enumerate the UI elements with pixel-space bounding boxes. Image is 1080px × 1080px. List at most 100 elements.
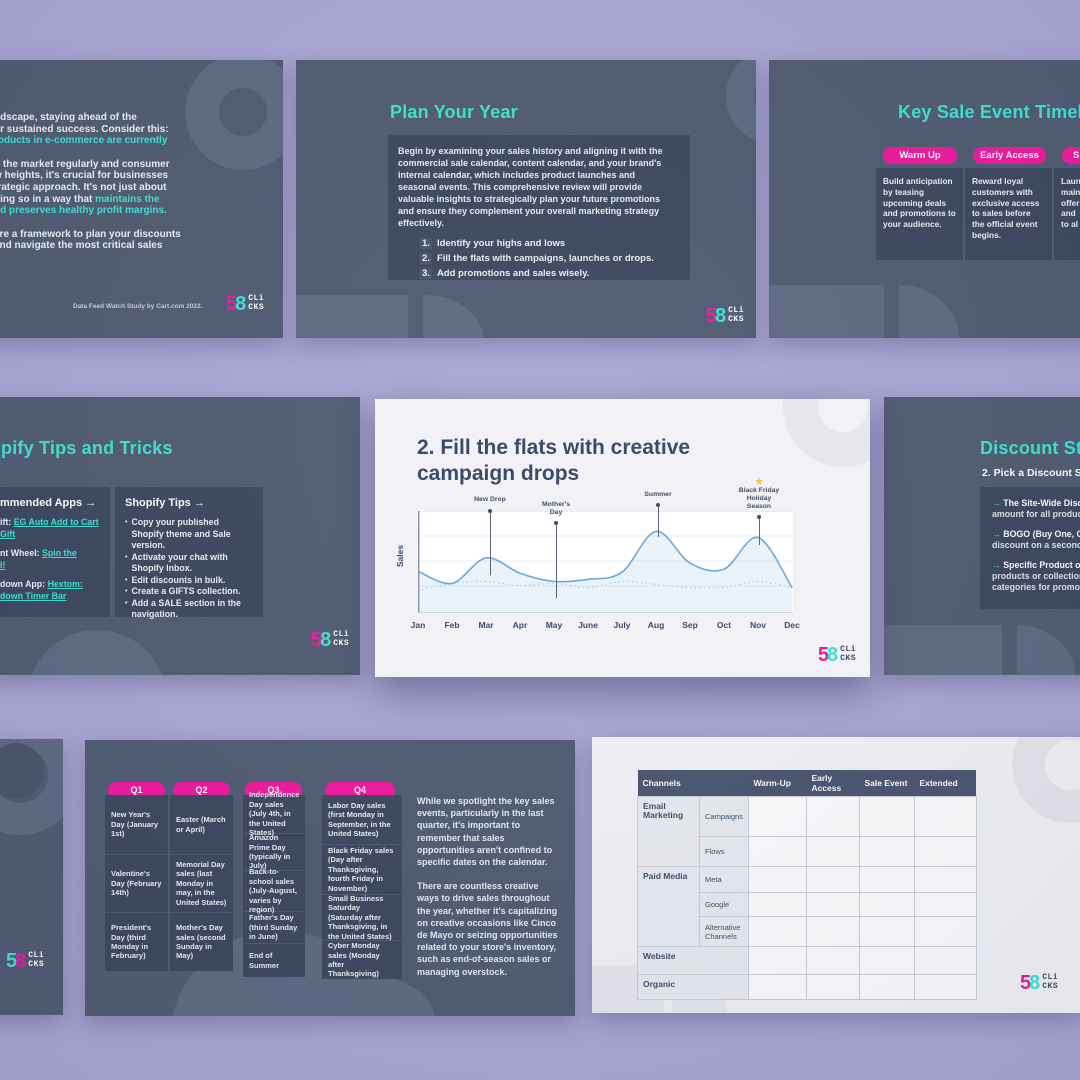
x-tick-apr: Apr <box>512 620 528 630</box>
empty-plan-cell[interactable] <box>747 796 807 837</box>
table-header-extended: Extended <box>914 770 977 797</box>
empty-plan-cell[interactable] <box>858 892 915 917</box>
empty-plan-cell[interactable] <box>858 836 915 867</box>
slide-key-sale-event-timeline[interactable]: Key Sale Event Timelin Warm Up Early Acc… <box>769 60 1080 338</box>
empty-plan-cell[interactable] <box>858 974 915 1000</box>
star-icon: ★ <box>754 476 764 488</box>
empty-plan-cell[interactable] <box>805 836 860 867</box>
slide-shopify-tips[interactable]: pify Tips and Tricks mmended Apps → ift:… <box>0 397 360 675</box>
empty-plan-cell[interactable] <box>805 866 860 893</box>
calendar-event-cell: Black Friday sales (Day after Thanksgivi… <box>322 844 402 894</box>
x-tick-sep: Sep <box>682 620 698 630</box>
empty-plan-cell[interactable] <box>805 916 860 947</box>
text-paragraph: are a framework to plan your discounts an… <box>0 229 181 252</box>
annotation-blackfriday-holiday-season: ★ Black Friday Holiday Season <box>719 476 799 545</box>
empty-plan-cell[interactable] <box>805 974 860 1000</box>
channel-sublabel: Google <box>699 892 749 917</box>
recommended-app-item: down App: Hextom: down Timer Bar <box>0 579 100 602</box>
donut-decoration <box>185 60 283 170</box>
empty-plan-cell[interactable] <box>805 796 860 837</box>
early-access-pill: Early Access <box>973 147 1046 164</box>
empty-plan-cell[interactable] <box>747 866 807 893</box>
x-tick-july: July <box>613 620 631 630</box>
chart-title: 2. Fill the flats with creative campaign… <box>417 436 691 485</box>
app-link[interactable]: Gift <box>0 528 16 539</box>
slide-market-overview[interactable]: ndscape, staying ahead of the or sustaine… <box>0 60 283 338</box>
empty-plan-cell[interactable] <box>747 946 807 975</box>
empty-plan-cell[interactable] <box>913 796 977 837</box>
text-span: are a framework to plan your discounts <box>0 228 181 240</box>
app-link[interactable]: Hextom: <box>47 579 83 589</box>
option-lead-text: Specific Product or <box>1000 560 1080 570</box>
slide-discount-strategies[interactable]: Discount Str 2. Pick a Discount Str → Th… <box>884 397 1080 675</box>
empty-plan-cell[interactable] <box>858 866 915 893</box>
text-line: amount for all products <box>992 509 1080 519</box>
empty-plan-cell[interactable] <box>747 974 807 1000</box>
text-line: or sustained success. Consider this: <box>0 124 181 136</box>
pin-line <box>657 506 659 537</box>
annotation-mothers-day: Mother's Day <box>516 501 596 598</box>
step-text: Identify your highs and lows <box>436 238 566 249</box>
calendar-event-cell: New Year's Day (January 1st) <box>111 810 159 839</box>
slide-channels-table[interactable]: Channels Warm-Up Early Access Sale Event Ext… <box>592 737 1080 1013</box>
empty-plan-cell[interactable] <box>913 916 977 947</box>
annotation-summer: Summer <box>618 491 698 537</box>
donut-decoration <box>726 60 756 144</box>
app-link[interactable]: down Timer Bar <box>0 590 67 601</box>
channels-planning-table: Channels Warm-Up Early Access Sale Event Ext… <box>637 770 977 1000</box>
app-link[interactable]: l! <box>0 559 6 570</box>
slide-plan-your-year[interactable]: Plan Your Year Begin by examining your s… <box>296 60 756 338</box>
table-row: Organic <box>637 974 977 1000</box>
warm-up-pill: Warm Up <box>883 147 957 164</box>
sales-line-chart <box>418 511 793 613</box>
app-link[interactable]: Spin the <box>42 548 77 558</box>
empty-plan-cell[interactable] <box>913 866 977 893</box>
bullet-icon: • <box>125 588 128 595</box>
option-lead-text: BOGO (Buy One, Ge <box>1000 529 1080 539</box>
empty-plan-cell[interactable] <box>858 946 915 975</box>
pin-dot <box>757 515 761 519</box>
step-number: 1. <box>420 238 432 249</box>
slide-quarterly-calendar[interactable]: While we spotlight the key sales events,… <box>85 740 575 1016</box>
annotation-label: Black Friday <box>738 487 780 494</box>
recommended-app-item: ift: EG Auto Add to Cart Gift <box>0 517 100 540</box>
table-row: Paid Media Meta <box>637 866 977 947</box>
slide-fill-the-flats-chart[interactable]: 2. Fill the flats with creative campaign… <box>375 399 870 677</box>
empty-plan-cell[interactable] <box>913 836 977 867</box>
empty-plan-cell[interactable] <box>858 916 915 947</box>
channel-label: Website <box>637 946 749 975</box>
empty-plan-cell[interactable] <box>747 892 807 917</box>
text-span: nt Wheel: <box>0 548 43 558</box>
empty-plan-cell[interactable] <box>747 916 807 947</box>
text-line: products or collections <box>992 571 1080 581</box>
channel-sublabel: Meta <box>699 866 749 893</box>
bullet-icon: • <box>125 519 128 526</box>
empty-plan-cell[interactable] <box>913 946 977 975</box>
shopify-tip-item: • Create a GIFTS collection. <box>125 586 253 598</box>
text-line: w heights, it's crucial for businesses <box>0 170 181 182</box>
empty-plan-cell[interactable] <box>858 796 915 837</box>
table-header-sale-event: Sale Event <box>859 770 915 797</box>
app-link[interactable]: EG Auto Add to Cart <box>13 517 99 527</box>
text-line: g the market regularly and consumer <box>0 159 181 171</box>
empty-plan-cell[interactable] <box>913 892 977 917</box>
channel-label: Email Marketing <box>637 796 700 867</box>
annotation-label: Day <box>549 509 563 516</box>
tip-text: Edit discounts in bulk. <box>131 574 226 585</box>
empty-plan-cell[interactable] <box>805 892 860 917</box>
text-line: Gift <box>0 529 100 541</box>
empty-plan-cell[interactable] <box>747 836 807 867</box>
empty-plan-cell[interactable] <box>913 974 977 1000</box>
text-paragraph: ndscape, staying ahead of the or sustaine… <box>0 112 181 147</box>
rect-decoration <box>884 625 1002 675</box>
donut-decoration <box>0 739 63 835</box>
note-paragraph: There are countless creative ways to dri… <box>417 881 558 977</box>
arrow-icon: → <box>992 529 1001 539</box>
empty-plan-cell[interactable] <box>805 946 860 975</box>
step-text: Add promotions and sales wisely. <box>436 268 590 279</box>
text-span: and navigate the most critical sales <box>0 240 163 252</box>
